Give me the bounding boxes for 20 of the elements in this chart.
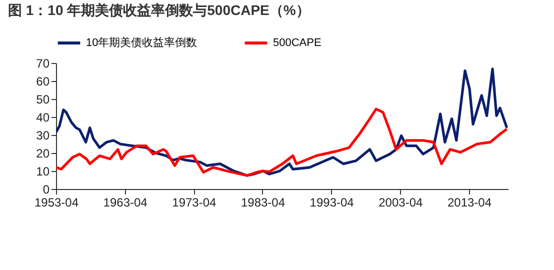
line-series	[56, 108, 508, 177]
x-tick-label: 1953-04	[34, 196, 79, 210]
x-tick-label: 1983-04	[240, 196, 286, 210]
legend-label: 500CAPE	[273, 37, 322, 49]
y-tick-label: 30	[36, 128, 50, 142]
y-tick-label: 40	[36, 110, 50, 124]
y-tick-label: 50	[36, 92, 50, 106]
x-tick-label: 1963-04	[103, 196, 148, 210]
chart-title: 图 1：10 年期美债收益率倒数与500CAPE（%）	[8, 2, 310, 18]
y-tick-label: 0	[42, 182, 50, 196]
y-tick-label: 60	[36, 74, 50, 88]
y-tick-label: 10	[36, 164, 50, 178]
y-tick-label: 20	[36, 146, 50, 160]
x-tick-label: 1993-04	[310, 196, 354, 210]
legend-label: 10年期美债收益率倒数	[86, 36, 198, 49]
y-tick-label: 70	[36, 56, 50, 70]
x-tick-label: 2003-04	[378, 196, 423, 210]
x-tick-label: 1973-04	[172, 196, 217, 210]
x-tick-label: 2013-04	[447, 196, 492, 210]
line-series	[56, 68, 508, 177]
